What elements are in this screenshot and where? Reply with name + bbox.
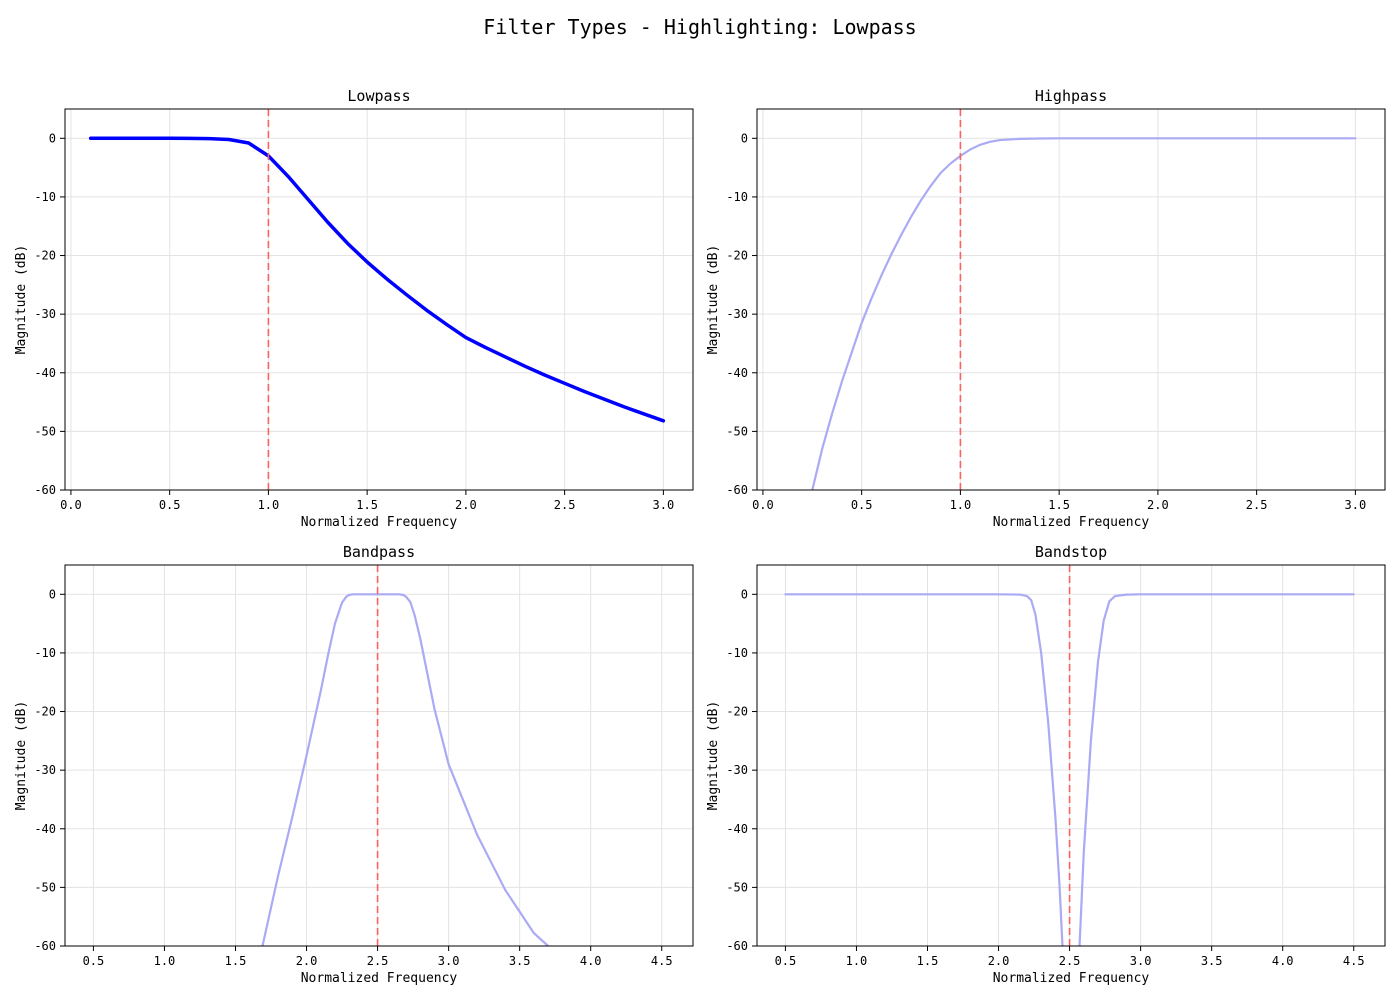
bandstop-y-tick-label: -60 xyxy=(726,939,748,953)
lowpass-y-tick-label: 0 xyxy=(49,131,56,145)
lowpass-y-tick-label: -10 xyxy=(34,190,56,204)
highpass-response-line xyxy=(811,137,1357,490)
bandstop-y-tick-label: 0 xyxy=(741,587,748,601)
bandpass-y-tick-label: 0 xyxy=(49,587,56,601)
bandpass-x-tick-label: 1.5 xyxy=(225,954,247,968)
highpass-x-tick-label: 1.5 xyxy=(1048,498,1070,512)
highpass-y-tick-label: -20 xyxy=(726,249,748,263)
bandstop-x-tick-label: 2.5 xyxy=(1059,954,1081,968)
lowpass-x-tick-label: 1.5 xyxy=(356,498,378,512)
bandpass-x-tick-label: 0.5 xyxy=(83,954,105,968)
subplot-highpass: 0.0 0.5 1.0 1.5 2.0 2.5 3.0 0 -10 -20 -30 -40 -50 -60… xyxy=(706,87,1386,530)
bandstop-response-line xyxy=(1078,593,1355,946)
lowpass-x-tick-label: 2.0 xyxy=(455,498,477,512)
highpass-y-tick-label: -10 xyxy=(726,190,748,204)
lowpass-axes-frame xyxy=(64,108,694,491)
subplot-lowpass: 0.0 0.5 1.0 1.5 2.0 2.5 3.0 0 -10 -20 -30 -40 -50 -60… xyxy=(14,87,694,530)
highpass-y-tick-label: -50 xyxy=(726,424,748,438)
bandstop-y-tick-label: -10 xyxy=(726,646,748,660)
bandpass-y-axis-label: Magnitude (dB) xyxy=(14,701,29,811)
bandstop-x-tick-label: 1.0 xyxy=(846,954,868,968)
highpass-x-tick-label: 0.5 xyxy=(851,498,873,512)
highpass-x-axis-label: Normalized Frequency xyxy=(993,515,1150,530)
bandstop-y-tick-label: -20 xyxy=(726,705,748,719)
highpass-y-axis-label: Magnitude (dB) xyxy=(706,245,721,355)
lowpass-response-line xyxy=(88,136,666,423)
lowpass-title: Lowpass xyxy=(347,87,410,105)
highpass-title: Highpass xyxy=(1035,87,1107,105)
lowpass-x-tick-label: 0.0 xyxy=(60,498,82,512)
highpass-y-tick-label: -30 xyxy=(726,307,748,321)
highpass-y-tick-label: 0 xyxy=(741,131,748,145)
highpass-x-tick-label: 2.0 xyxy=(1147,498,1169,512)
lowpass-x-tick-label: 1.0 xyxy=(258,498,280,512)
bandpass-x-tick-label: 4.0 xyxy=(580,954,602,968)
bandpass-x-tick-label: 2.0 xyxy=(296,954,318,968)
lowpass-y-tick-label: -30 xyxy=(34,307,56,321)
bandstop-y-tick-label: -30 xyxy=(726,763,748,777)
lowpass-x-tick-label: 0.5 xyxy=(159,498,181,512)
highpass-y-tick-label: -60 xyxy=(726,483,748,497)
bandstop-x-tick-label: 0.5 xyxy=(775,954,797,968)
bandstop-y-axis-label: Magnitude (dB) xyxy=(706,701,721,811)
bandpass-x-tick-label: 1.0 xyxy=(154,954,176,968)
highpass-x-tick-label: 0.0 xyxy=(752,498,774,512)
bandpass-x-tick-label: 4.5 xyxy=(651,954,673,968)
subplot-bandstop: 0.5 1.0 1.5 2.0 2.5 3.0 3.5 4.0 4.5 0 -10 -20 -30 -40… xyxy=(706,543,1386,986)
lowpass-x-tick-label: 2.5 xyxy=(554,498,576,512)
bandpass-x-tick-label: 3.5 xyxy=(509,954,531,968)
highpass-y-tick-label: -40 xyxy=(726,366,748,380)
bandstop-x-axis-label: Normalized Frequency xyxy=(993,971,1150,986)
bandstop-y-tick-label: -50 xyxy=(726,880,748,894)
highpass-x-tick-label: 3.0 xyxy=(1345,498,1367,512)
lowpass-x-tick-label: 3.0 xyxy=(653,498,675,512)
bandstop-axes-frame xyxy=(756,564,1386,947)
bandstop-x-tick-label: 1.5 xyxy=(917,954,939,968)
lowpass-x-axis-label: Normalized Frequency xyxy=(301,515,458,530)
lowpass-y-tick-label: -20 xyxy=(34,249,56,263)
lowpass-y-tick-label: -60 xyxy=(34,483,56,497)
figure-title: Filter Types - Highlighting: Lowpass xyxy=(483,15,916,39)
lowpass-y-tick-label: -50 xyxy=(34,424,56,438)
bandpass-y-tick-label: -30 xyxy=(34,763,56,777)
bandstop-response-line xyxy=(784,593,1064,946)
bandpass-x-tick-label: 3.0 xyxy=(438,954,460,968)
highpass-axes-frame xyxy=(756,108,1386,491)
lowpass-y-tick-label: -40 xyxy=(34,366,56,380)
lowpass-y-axis-label: Magnitude (dB) xyxy=(14,245,29,355)
bandstop-x-tick-label: 4.5 xyxy=(1343,954,1365,968)
bandstop-x-tick-label: 3.0 xyxy=(1130,954,1152,968)
bandpass-x-axis-label: Normalized Frequency xyxy=(301,971,458,986)
bandpass-title: Bandpass xyxy=(343,543,415,561)
bandpass-y-tick-label: -10 xyxy=(34,646,56,660)
subplot-bandpass: 0.5 1.0 1.5 2.0 2.5 3.0 3.5 4.0 4.5 0 -10 -20 -30 -40… xyxy=(14,543,694,986)
bandpass-y-tick-label: -40 xyxy=(34,822,56,836)
bandstop-y-tick-label: -40 xyxy=(726,822,748,836)
highpass-x-tick-label: 2.5 xyxy=(1246,498,1268,512)
bandpass-axes-frame xyxy=(64,564,694,947)
bandpass-y-tick-label: -60 xyxy=(34,939,56,953)
bandpass-y-tick-label: -50 xyxy=(34,880,56,894)
bandpass-x-tick-label: 2.5 xyxy=(367,954,389,968)
bandstop-x-tick-label: 2.0 xyxy=(988,954,1010,968)
bandpass-response-line xyxy=(261,593,550,946)
bandstop-x-tick-label: 3.5 xyxy=(1201,954,1223,968)
bandstop-title: Bandstop xyxy=(1035,543,1107,561)
highpass-x-tick-label: 1.0 xyxy=(950,498,972,512)
bandstop-x-tick-label: 4.0 xyxy=(1272,954,1294,968)
bandpass-y-tick-label: -20 xyxy=(34,705,56,719)
